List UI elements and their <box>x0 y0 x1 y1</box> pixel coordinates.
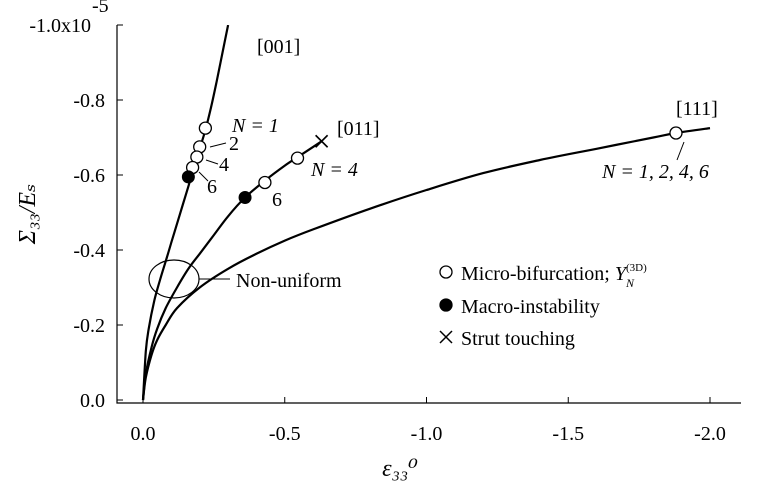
x-axis-title: ε₃₃⁰ <box>382 456 418 482</box>
y-tick-label: -0.6 <box>73 165 105 187</box>
macro-instability-point <box>238 191 252 204</box>
x-tick-label: -1.5 <box>552 423 584 445</box>
label-n4a: 4 <box>219 154 229 176</box>
y-tick-label: -0.4 <box>73 240 105 262</box>
axes-frame <box>116 25 741 404</box>
y-axis-title: Σ₃₃/Eₛ <box>15 184 41 245</box>
legend-open-circle-marker <box>439 265 453 279</box>
x-tick-label: -0.5 <box>269 423 301 445</box>
label-111: [111] <box>676 98 718 120</box>
macro-instability-point <box>181 170 195 184</box>
nonuniform-label: Non-uniform <box>236 270 342 292</box>
y-tick-label: -1.0x10 <box>29 15 91 37</box>
legend-label-micro: Micro-bifurcation; YN(3D) <box>461 262 647 290</box>
series-line-2 <box>141 127 711 401</box>
label-n-all: N = 1, 2, 4, 6 <box>601 161 709 183</box>
leader-n2 <box>209 142 227 148</box>
series-line-0 <box>141 25 230 401</box>
label-n4b: N = 4 <box>310 159 358 181</box>
x-tick-label: -1.0 <box>411 423 443 445</box>
legend: Micro-bifurcation; YN(3D) Macro-instabil… <box>439 262 647 350</box>
micro-bifurcation-point <box>198 121 213 135</box>
x-tick-label: 0.0 <box>131 423 156 445</box>
micro-bifurcation-point <box>669 126 683 140</box>
x-tick-label: -2.0 <box>694 423 726 445</box>
y-exponent-label: -5 <box>92 0 109 17</box>
legend-cross-marker <box>439 330 453 344</box>
leader-n-all <box>676 141 685 161</box>
y-tick-label: -0.8 <box>73 90 105 112</box>
y-tick-label: -0.2 <box>73 315 105 337</box>
leader-n6a <box>198 171 209 182</box>
label-n1: N = 1 <box>231 115 279 137</box>
series-layer <box>141 25 711 401</box>
strut-touching-point <box>315 134 329 148</box>
label-001: [001] <box>257 36 300 58</box>
tick-layer: 0.0 -0.5 -1.0 -1.5 -2.0 0.0 -0.2 -0.4 -0.6 -0.8 -1… <box>29 15 726 445</box>
legend-filled-circle-marker <box>439 298 453 312</box>
micro-bifurcation-point <box>258 175 272 190</box>
legend-label-macro: Macro-instability <box>461 296 600 318</box>
legend-label-strut: Strut touching <box>461 328 575 350</box>
leader-n4a <box>205 159 219 165</box>
micro-bifurcation-point <box>290 151 305 165</box>
marker-layer <box>181 121 683 204</box>
y-tick-label: 0.0 <box>80 390 105 412</box>
label-n2: 2 <box>229 133 239 155</box>
label-011: [011] <box>337 118 380 140</box>
label-n6b: 6 <box>272 189 282 211</box>
label-n6a: 6 <box>207 176 217 198</box>
